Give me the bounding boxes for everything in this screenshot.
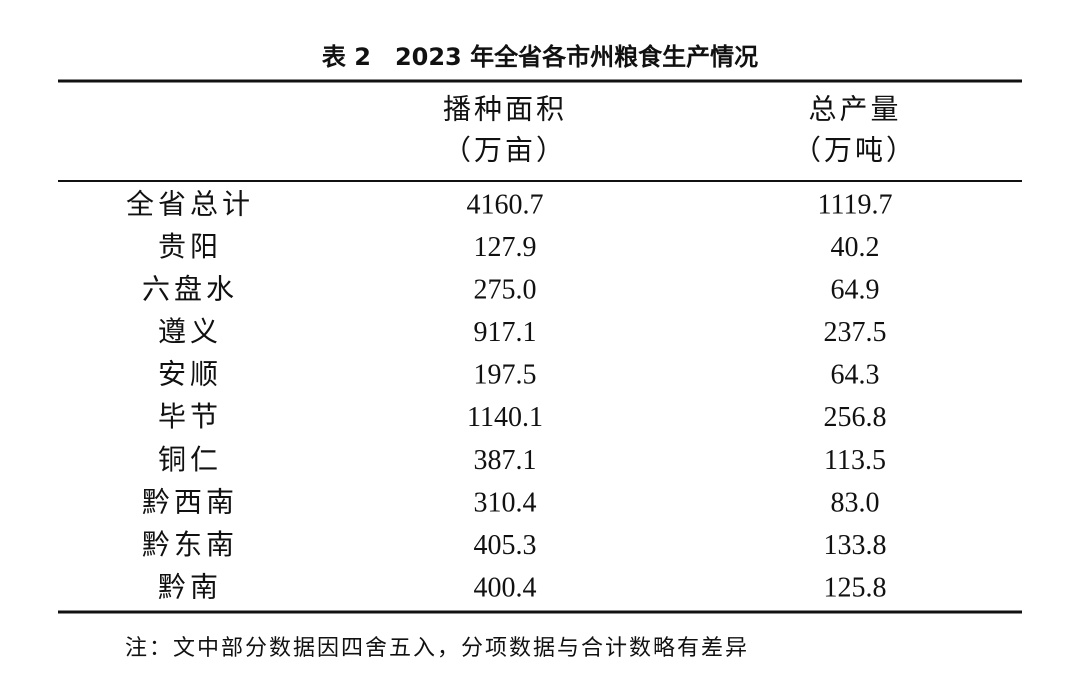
table-title: 表 2 2023 年全省各市州粮食生产情况: [322, 43, 758, 71]
row-label: 贵阳: [158, 231, 222, 263]
cell: 127.9: [474, 232, 537, 263]
row-label: 六盘水: [142, 274, 238, 306]
cell: 4160.7: [467, 189, 544, 220]
cell: 405.3: [474, 530, 537, 561]
row-label: 铜仁: [158, 444, 222, 476]
cell: 125.8: [824, 572, 887, 603]
cell: 64.9: [831, 275, 880, 306]
column-unit: （万吨）: [793, 134, 917, 166]
table-note: 注：文中部分数据因四舍五入，分项数据与合计数略有差异: [125, 635, 749, 660]
cell: 1119.7: [818, 189, 893, 220]
cell: 83.0: [831, 487, 880, 518]
row-label: 安顺: [158, 359, 222, 391]
column-unit: （万亩）: [443, 134, 567, 166]
cell: 1140.1: [467, 402, 543, 433]
cell: 310.4: [474, 487, 537, 518]
row-label: 黔南: [158, 571, 222, 603]
column-header: 播种面积: [443, 93, 567, 125]
cell: 917.1: [474, 317, 537, 348]
row-label: 黔东南: [142, 529, 238, 561]
cell: 400.4: [474, 572, 537, 603]
cell: 237.5: [824, 317, 887, 348]
row-label: 黔西南: [142, 486, 238, 518]
row-label: 毕节: [158, 401, 222, 433]
cell: 256.8: [824, 402, 887, 433]
cell: 113.5: [824, 445, 886, 476]
cell: 64.3: [831, 360, 880, 391]
cell: 197.5: [474, 360, 537, 391]
row-label: 全省总计: [126, 188, 254, 220]
row-label: 遵义: [158, 316, 222, 348]
cell: 40.2: [831, 232, 880, 263]
cell: 133.8: [824, 530, 887, 561]
cell: 387.1: [474, 445, 537, 476]
column-header: 总产量: [808, 93, 901, 125]
cell: 275.0: [474, 275, 537, 306]
